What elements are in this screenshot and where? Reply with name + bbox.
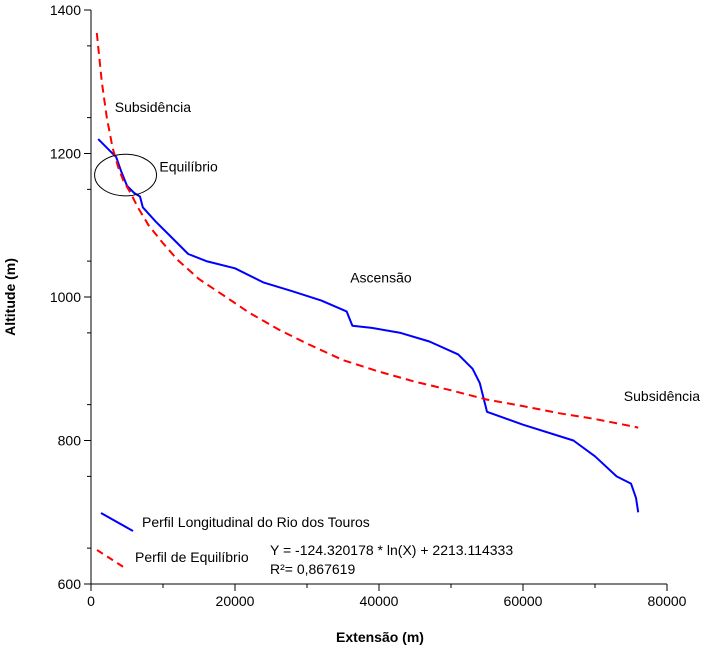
series-line-equilibrium bbox=[95, 32, 639, 429]
x-tick-label: 0 bbox=[87, 593, 95, 609]
tick-marks bbox=[84, 9, 668, 591]
x-axis-title: Extensão (m) bbox=[336, 629, 424, 645]
equation-label: Y = -124.320178 * ln(X) + 2213.114333 bbox=[270, 542, 513, 558]
x-tick-label: 60000 bbox=[504, 593, 543, 609]
legend-label-equilibrium: Perfil de Equilíbrio bbox=[135, 549, 249, 565]
x-tick-label: 80000 bbox=[648, 593, 687, 609]
legend-swatch-equilibrium bbox=[96, 549, 126, 569]
annotations: Subsidência Equilíbrio Ascensão Subsidência bbox=[94, 99, 700, 404]
annotation-label: Equilíbrio bbox=[159, 158, 218, 174]
annotation-label: Subsidência bbox=[624, 388, 700, 404]
y-tick-label: 1000 bbox=[50, 289, 81, 305]
annotation-label: Subsidência bbox=[115, 99, 191, 115]
series-line-river-profile bbox=[97, 138, 640, 513]
r-squared-label: R²= 0,867619 bbox=[270, 561, 355, 577]
equilibrium-ellipse bbox=[94, 153, 158, 197]
y-axis-title: Altitude (m) bbox=[2, 258, 18, 336]
y-tick-label: 800 bbox=[58, 433, 82, 449]
x-tick-label: 40000 bbox=[360, 593, 399, 609]
tick-labels: 600 800 1000 1200 1400 0 20000 40000 60000 80000 bbox=[50, 2, 687, 609]
legend: Perfil Longitudinal do Rio dos Touros Pe… bbox=[96, 512, 513, 577]
y-tick-label: 1400 bbox=[50, 2, 81, 18]
y-tick-label: 1200 bbox=[50, 146, 81, 162]
legend-label-river-profile: Perfil Longitudinal do Rio dos Touros bbox=[142, 514, 370, 530]
axes bbox=[90, 10, 667, 585]
annotation-label: Ascensão bbox=[350, 270, 412, 286]
legend-swatch-river-profile bbox=[100, 512, 134, 532]
series-layer bbox=[95, 32, 640, 513]
x-tick-label: 20000 bbox=[216, 593, 255, 609]
y-tick-label: 600 bbox=[58, 576, 82, 592]
